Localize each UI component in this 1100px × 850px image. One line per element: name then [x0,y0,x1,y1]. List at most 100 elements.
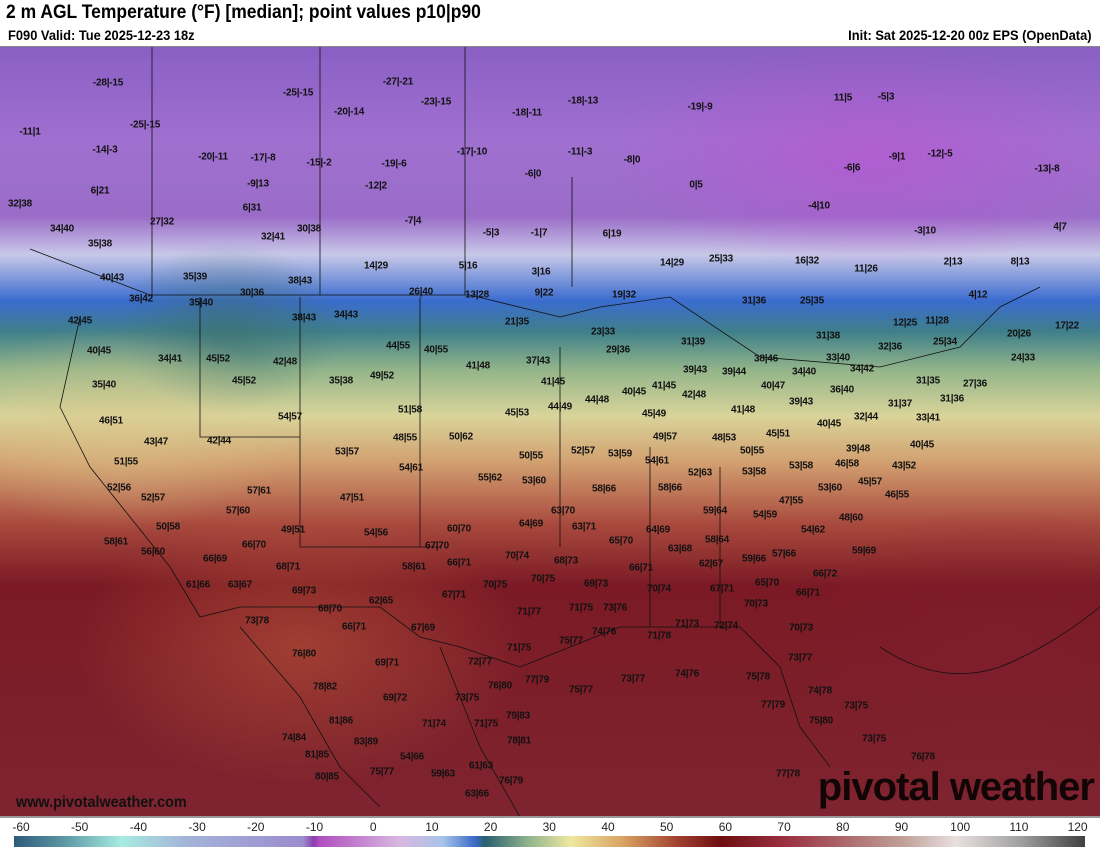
point-value: 44|49 [547,401,573,413]
point-value: 78|82 [312,681,338,693]
site-url: www.pivotalweather.com [16,794,187,811]
point-value: -8|0 [623,154,641,166]
point-value: 31|36 [939,393,965,405]
point-value: 24|33 [1010,352,1036,364]
point-value: 57|60 [225,505,251,517]
colorbar-tick-label: 120 [1067,820,1088,834]
point-value: 42|48 [272,356,298,368]
point-value: 31|39 [680,336,706,348]
point-value: 75|77 [558,635,584,647]
point-value: 52|56 [106,482,132,494]
point-value: 35|40 [188,297,214,309]
point-value: -25|-15 [129,119,161,131]
point-value: 30|38 [296,223,322,235]
point-value: 73|78 [244,615,270,627]
point-value: 80|85 [314,771,340,783]
point-value: 27|36 [962,378,988,390]
point-value: 38|43 [291,312,317,324]
point-value: 25|33 [708,253,734,265]
point-value: -5|3 [482,227,500,239]
point-value: 39|48 [845,443,871,455]
point-value: 53|60 [521,475,547,487]
point-value: 74|78 [807,685,833,697]
point-value: 33|40 [825,352,851,364]
point-value: 66|69 [202,553,228,565]
point-value: 39|43 [682,364,708,376]
point-value: 54|66 [399,751,425,763]
point-value: 76|80 [487,680,513,692]
colorbar-tick-label: 80 [836,820,850,834]
temperature-map[interactable]: -28|-15 -25|-15 -25|-15 -11|1 -14|-3 -20|-11 -… [0,46,1100,818]
point-value: -28|-15 [92,77,124,89]
point-value: 54|61 [644,455,670,467]
point-value: 34|40 [791,366,817,378]
point-value: 50|62 [448,431,474,443]
point-value: 46|55 [884,489,910,501]
point-value: 73|76 [602,602,628,614]
point-value: 70|75 [482,579,508,591]
point-value: 58|66 [591,483,617,495]
point-value: -18|-13 [567,95,599,107]
point-value: 8|13 [1010,256,1030,268]
point-value: 53|57 [334,446,360,458]
point-value: 4|7 [1053,221,1067,233]
point-value: 70|75 [530,573,556,585]
point-value: 66|71 [795,587,821,599]
point-value: 46|51 [98,415,124,427]
point-value: 52|57 [570,445,596,457]
point-value: 45|52 [205,353,231,365]
point-value: 41|48 [465,360,491,372]
point-value: -17|-8 [250,152,276,164]
point-value: 73|77 [620,673,646,685]
point-value: 11|5 [833,92,853,104]
point-value: 77|78 [775,768,801,780]
point-value: 78|81 [506,735,532,747]
point-value: -9|13 [247,178,269,190]
point-value: 53|58 [741,466,767,478]
point-value: 73|77 [787,652,813,664]
point-value: 58|66 [657,482,683,494]
point-value: 35|40 [91,379,117,391]
point-value: 2|13 [943,256,963,268]
point-value: -14|-3 [92,144,118,156]
point-value: 17|22 [1054,320,1080,332]
point-value: 59|63 [430,768,456,780]
point-value: 71|75 [473,718,499,730]
point-value: 41|45 [651,380,677,392]
point-value: 19|32 [611,289,637,301]
point-value: 69|72 [382,692,408,704]
point-value: 34|42 [849,363,875,375]
point-value: 48|53 [711,432,737,444]
point-value: -6|0 [524,168,542,180]
point-value: 69|73 [291,585,317,597]
point-value: 26|40 [408,286,434,298]
point-value: 76|79 [498,775,524,787]
point-value: 31|36 [741,295,767,307]
colorbar-tick-label: 110 [1009,820,1029,834]
point-value: 6|19 [602,228,622,240]
point-value: 58|64 [704,534,730,546]
colorbar-tick-label: -20 [247,820,265,834]
point-value: 67|70 [424,540,450,552]
point-value: 38|43 [287,275,313,287]
point-value: 37|43 [525,355,551,367]
point-value: 70|74 [646,583,672,595]
point-value: 68|71 [275,561,301,573]
point-value: 0|5 [689,179,703,191]
point-value: 72|74 [713,620,739,632]
point-value: -18|-11 [512,107,542,119]
point-value: 59|64 [702,505,728,517]
colorbar-tick-label: 90 [894,820,909,834]
point-value: 32|38 [7,198,33,210]
pivotal-weather-logo: pivotal weather [817,765,1095,809]
point-value: 74|84 [281,732,307,744]
point-value: 65|70 [608,535,634,547]
point-value: -5|3 [877,91,895,103]
point-value: 62|67 [698,558,724,570]
point-value: 58|61 [401,561,427,573]
point-value: -11|-3 [567,146,593,158]
point-value: 45|51 [765,428,791,440]
point-value: 54|61 [398,462,424,474]
colorbar-tick-label: 60 [718,820,733,834]
point-value: 14|29 [659,257,685,269]
